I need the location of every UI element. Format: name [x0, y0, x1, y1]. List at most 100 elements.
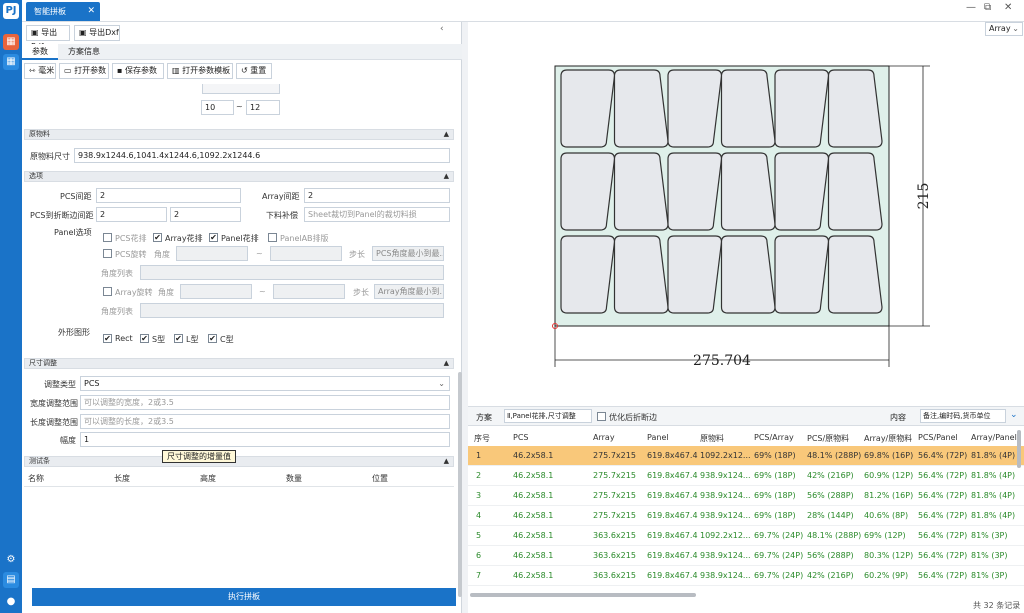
restore-button[interactable]: ⧉ [984, 2, 992, 13]
view-select[interactable]: Array ⌄ [985, 22, 1023, 36]
material-size-input[interactable]: 938.9x1244.6,1041.4x1244.6,1092.2x1244.6 [74, 148, 450, 163]
step-input[interactable]: 1 [80, 432, 450, 447]
content-select[interactable]: 备注,编时码,货币单位 [920, 409, 1006, 423]
unit-mm-label: 毫米 [38, 66, 55, 75]
result-toolbar: 方案 Ⅱ,Panel花排,尺寸调整 优化后折断边 内容 备注,编时码,货币单位 … [468, 406, 1024, 426]
layout-icon[interactable]: ▤ [3, 572, 19, 588]
panel-canvas[interactable]: Array ⌄ 275.704 215 [468, 22, 1024, 404]
pcs-outline [774, 152, 830, 231]
table-cell: 275.7x215 [593, 511, 636, 520]
run-panelize-button[interactable]: 执行拼板 [32, 588, 456, 606]
section-test-board-title: 测试条 [29, 457, 50, 465]
material-size-label: 原物料尺寸 [30, 152, 70, 161]
array-angle-from[interactable] [180, 284, 252, 299]
table-row[interactable]: 3 46.2x58.1 275.7x215 619.8x467.4 938.9x124.… [468, 486, 1024, 506]
pcs-gap-input[interactable]: 2 [96, 188, 241, 203]
save-params-button[interactable]: ▪ 保存参数 [112, 63, 164, 79]
width-range-input[interactable]: 可以调整的宽度，2或3.5 [80, 395, 450, 410]
array-step-input[interactable]: Array角度最小到... [374, 284, 444, 299]
section-test-board[interactable]: 测试条 ▲ [24, 456, 454, 467]
settings-icon[interactable]: ⚙ [6, 554, 16, 565]
pcs-step-input[interactable]: PCS角度最小到最... [372, 246, 444, 261]
content-label: 内容 [890, 413, 906, 422]
adjust-type-select[interactable]: PCS ⌄ [80, 376, 450, 391]
table-cell: 69% (18P) [754, 491, 796, 500]
table-row[interactable]: 4 46.2x58.1 275.7x215 619.8x467.4 938.9x124.… [468, 506, 1024, 526]
table-cell: 69% (18P) [754, 451, 796, 460]
panel-ab-checkbox[interactable] [268, 233, 277, 242]
table-row[interactable]: 7 46.2x58.1 363.6x215 619.8x467.4 938.9x124.… [468, 566, 1024, 586]
tab-smart-panel[interactable]: 智能拼板 ✕ [26, 2, 100, 21]
scrap-input[interactable]: Sheet裁切到Panel的裁切料损 [304, 207, 450, 222]
optimize-checkbox[interactable] [597, 412, 606, 421]
table-cell: 4 [476, 511, 482, 520]
table-cell: 938.9x124... [700, 551, 751, 560]
pcs-edge-input-2[interactable]: 2 [170, 207, 241, 222]
user-icon[interactable]: ● [6, 596, 16, 607]
array-rotate-checkbox[interactable] [103, 287, 112, 296]
length-range-input[interactable]: 可以调整的长度，2或3.5 [80, 414, 450, 429]
apps-icon[interactable]: ▦ [3, 54, 19, 70]
array-angle-label: 角度 [158, 288, 174, 297]
home-icon[interactable]: ▦ [3, 34, 19, 50]
unit-mm-button[interactable]: ⇿ 毫米 [24, 63, 56, 79]
panel-flower-checkbox[interactable]: ✔ [209, 233, 218, 242]
section-material[interactable]: 原物料 ▲ [24, 129, 454, 140]
pcs-angle-list-input[interactable] [140, 265, 444, 280]
array-angle-to[interactable] [273, 284, 345, 299]
collapse-chevron-icon[interactable]: ‹ [440, 24, 444, 34]
pcs-angle-sep: ~ [256, 249, 263, 258]
table-cell: 619.8x467.4 [647, 571, 698, 580]
col-length: 长度 [114, 474, 130, 483]
close-tab-icon[interactable]: ✕ [87, 6, 95, 16]
shape-rect-checkbox[interactable]: ✔ [103, 334, 112, 343]
table-cell: 938.9x124... [700, 571, 751, 580]
section-options[interactable]: 选项 ▲ [24, 171, 454, 182]
table-cell: 56.4% (72P) [918, 511, 968, 520]
shape-c-checkbox[interactable]: ✔ [208, 334, 217, 343]
section-material-title: 原物料 [29, 130, 50, 138]
table-row[interactable]: 6 46.2x58.1 363.6x215 619.8x467.4 938.9x124.… [468, 546, 1024, 566]
table-row[interactable]: 1 46.2x58.1 275.7x215 619.8x467.4 1092.2x12.… [468, 446, 1024, 466]
table-vertical-scrollbar[interactable] [1017, 430, 1021, 468]
export-dxf-button[interactable]: ▣ 导出Dxf [74, 25, 120, 41]
vertical-scrollbar[interactable] [458, 372, 462, 597]
tab-scheme-info[interactable]: 方案信息 [68, 47, 100, 56]
pcs-rotate-checkbox[interactable] [103, 249, 112, 258]
shape-l-checkbox[interactable]: ✔ [174, 334, 183, 343]
scheme-select[interactable]: Ⅱ,Panel花排,尺寸调整 [504, 409, 592, 423]
range-separator: ~ [236, 102, 243, 111]
horizontal-scrollbar[interactable] [470, 593, 696, 597]
open-params-button[interactable]: ▭ 打开参数 [59, 63, 109, 79]
shape-label: 外形图形 [58, 328, 90, 337]
open-template-button[interactable]: ▥ 打开参数模板 [167, 63, 233, 79]
minimize-button[interactable]: — [966, 2, 976, 13]
reset-icon: ↺ [241, 66, 251, 75]
array-angle-list-input[interactable] [140, 303, 444, 318]
table-cell: 56.4% (72P) [918, 531, 968, 540]
table-cell: 69.7% (24P) [754, 571, 804, 580]
origin-marker [552, 323, 558, 329]
table-row[interactable]: 5 46.2x58.1 363.6x215 619.8x467.4 1092.2x12.… [468, 526, 1024, 546]
array-gap-input[interactable]: 2 [304, 188, 450, 203]
array-flower-checkbox[interactable]: ✔ [153, 233, 162, 242]
pcs-flower-checkbox[interactable] [103, 233, 112, 242]
table-cell: 81.8% (4P) [971, 451, 1016, 460]
range-from-input[interactable]: 10 [201, 100, 234, 115]
results-table-header: 序号 PCS Array Panel 原物料 PCS/Array PCS/原物料… [468, 426, 1024, 448]
pcs-outline [560, 69, 616, 148]
range-to-input[interactable]: 12 [246, 100, 280, 115]
tab-params[interactable]: 参数 [22, 44, 58, 60]
reset-button[interactable]: ↺ 重置 [236, 63, 272, 79]
pcs-edge-label: PCS到折断边间距 [30, 211, 94, 220]
table-cell: 69.8% (16P) [864, 451, 914, 460]
expand-chevron-icon[interactable]: ⌄ [1010, 410, 1018, 420]
pcs-angle-to[interactable] [270, 246, 342, 261]
shape-s-checkbox[interactable]: ✔ [140, 334, 149, 343]
pcs-edge-input-1[interactable]: 2 [96, 207, 167, 222]
table-row[interactable]: 2 46.2x58.1 275.7x215 619.8x467.4 938.9x124.… [468, 466, 1024, 486]
section-size-adjust[interactable]: 尺寸调整 ▲ [24, 358, 454, 369]
pcs-angle-from[interactable] [176, 246, 248, 261]
close-button[interactable]: ✕ [1004, 2, 1013, 13]
export-pdf-button[interactable]: ▣ 导出Pdf [26, 25, 70, 51]
